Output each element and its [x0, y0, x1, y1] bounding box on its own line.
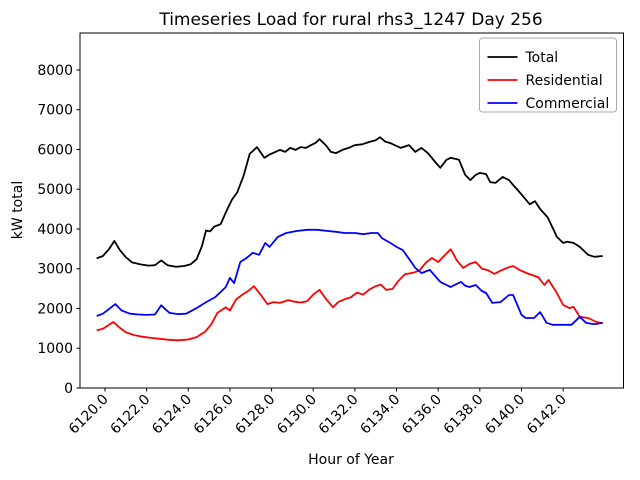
- y-tick-label: 1000: [37, 341, 73, 357]
- x-tick-label: 6124.0: [149, 392, 195, 438]
- legend-label: Commercial: [526, 96, 610, 112]
- x-tick-label: 6138.0: [441, 392, 487, 438]
- x-tick-label: 6134.0: [357, 392, 403, 438]
- x-tick-label: 6132.0: [316, 392, 362, 438]
- series-line-total: [96, 136, 603, 268]
- y-tick-label: 0: [64, 381, 73, 397]
- data-series: [96, 136, 603, 342]
- y-tick-label: 4000: [37, 222, 73, 238]
- series-line-residential: [96, 248, 603, 342]
- legend: Total Residential Commercial: [479, 37, 617, 113]
- y-tick-label: 3000: [37, 262, 73, 278]
- y-tick-label: 2000: [37, 301, 73, 317]
- x-tick-label: 6120.0: [66, 392, 112, 438]
- x-tick-label: 6140.0: [482, 392, 528, 438]
- plot-area-border: [79, 32, 624, 389]
- y-tick-label: 6000: [37, 142, 73, 158]
- series-line-commercial: [96, 228, 603, 326]
- legend-label: Total: [525, 50, 559, 66]
- x-tick-label: 6142.0: [524, 392, 570, 438]
- y-axis-label: kW total: [10, 181, 26, 239]
- y-tick-label: 8000: [37, 63, 73, 79]
- y-axis-ticks: 0 1000 2000 3000 4000 5000 6000 7000 8000: [37, 63, 80, 397]
- x-tick-label: 6128.0: [232, 392, 278, 438]
- chart-title: Timeseries Load for rural rhs3_1247 Day …: [158, 10, 542, 30]
- legend-label: Residential: [526, 73, 603, 89]
- x-axis-ticks: 6120.06122.06124.06126.06128.06130.06132…: [66, 388, 570, 437]
- x-tick-label: 6136.0: [399, 392, 445, 438]
- x-tick-label: 6122.0: [108, 392, 154, 438]
- x-tick-label: 6130.0: [274, 392, 320, 438]
- x-axis-label: Hour of Year: [308, 452, 394, 468]
- x-tick-label: 6126.0: [191, 392, 237, 438]
- y-tick-label: 7000: [37, 103, 73, 119]
- y-tick-label: 5000: [37, 182, 73, 198]
